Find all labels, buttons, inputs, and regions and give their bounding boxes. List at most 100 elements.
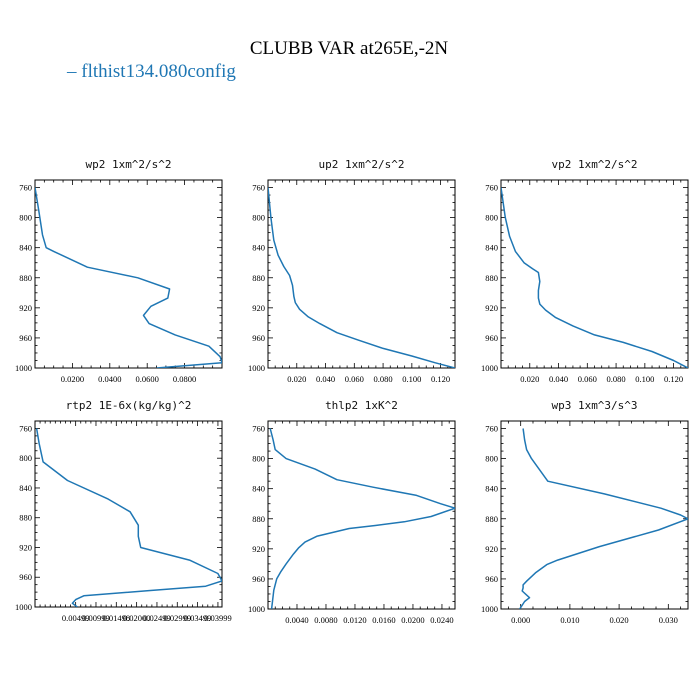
x-tick-label: 0.02999 <box>163 613 191 623</box>
x-tick-label: 0.040 <box>549 374 568 384</box>
y-tick-label: 880 <box>252 273 265 283</box>
y-tick-label: 800 <box>19 453 32 463</box>
y-tick-label: 840 <box>19 483 32 493</box>
y-tick-label: 960 <box>19 572 32 582</box>
x-tick-label: 0.100 <box>402 374 421 384</box>
y-tick-label: 800 <box>485 454 498 464</box>
panel-5: thlp2 1xK^2 760 800 840 880 920 960 1000 0.0040 0… <box>248 399 456 625</box>
panel-title: thlp2 1xK^2 <box>325 399 398 412</box>
series-line <box>35 187 222 368</box>
y-tick-label: 880 <box>252 514 265 524</box>
x-tick-label: 0.0160 <box>372 615 395 625</box>
y-tick-label: 920 <box>485 303 498 313</box>
panel-title: up2 1xm^2/s^2 <box>318 158 404 171</box>
series-line <box>501 187 688 368</box>
y-tick-label: 880 <box>485 514 498 524</box>
y-tick-label: 800 <box>485 213 498 223</box>
y-tick-label: 1000 <box>248 363 265 373</box>
y-tick-label: 920 <box>252 303 265 313</box>
x-tick-label: 0.0240 <box>430 615 453 625</box>
x-tick-label: 0.040 <box>316 374 335 384</box>
x-tick-label: 0.120 <box>664 374 683 384</box>
y-tick-label: 960 <box>485 574 498 584</box>
series-line <box>268 187 455 368</box>
x-tick-label: 0.0400 <box>98 374 121 384</box>
y-tick-label: 880 <box>19 273 32 283</box>
x-tick-label: 0.120 <box>431 374 450 384</box>
x-tick-label: 0.010 <box>560 615 579 625</box>
figure-title: CLUBB VAR at265E,-2N <box>250 38 449 59</box>
y-tick-label: 760 <box>19 183 32 193</box>
x-tick-label: 0.00999 <box>82 613 110 623</box>
y-tick-label: 840 <box>485 243 498 253</box>
legend-label: flthist134.080config <box>81 61 236 82</box>
y-tick-label: 1000 <box>481 363 498 373</box>
x-tick-label: 0.080 <box>607 374 626 384</box>
y-tick-label: 960 <box>485 333 498 343</box>
x-tick-label: 0.0800 <box>173 374 196 384</box>
y-tick-label: 920 <box>19 542 32 552</box>
panel-title: wp2 1xm^2/s^2 <box>85 158 171 171</box>
y-tick-label: 1000 <box>481 604 498 614</box>
x-tick-label: 0.080 <box>374 374 393 384</box>
panel-4: rtp2 1E-6x(kg/kg)^2 760 800 840 880 920 960 100… <box>15 399 232 623</box>
y-tick-label: 920 <box>252 544 265 554</box>
legend-entry: – flthist134.080config <box>66 61 236 82</box>
y-tick-label: 760 <box>252 424 265 434</box>
x-tick-label: 0.020 <box>520 374 539 384</box>
panel-2: up2 1xm^2/s^2 760 800 840 880 920 960 1000 0.020… <box>248 158 456 384</box>
y-tick-label: 800 <box>252 213 265 223</box>
x-tick-label: 0.0200 <box>61 374 84 384</box>
panel-title: wp3 1xm^3/s^3 <box>551 399 637 412</box>
series-line <box>269 428 455 609</box>
plot-frame <box>267 420 456 610</box>
x-tick-label: 0.020 <box>610 615 629 625</box>
x-tick-label: 0.0120 <box>343 615 366 625</box>
x-tick-label: 0.030 <box>659 615 678 625</box>
y-tick-label: 880 <box>19 513 32 523</box>
y-tick-label: 760 <box>485 183 498 193</box>
y-tick-label: 880 <box>485 273 498 283</box>
x-tick-label: 0.02499 <box>143 613 171 623</box>
legend-line-marker: – <box>66 61 81 82</box>
x-tick-label: 0.01498 <box>102 613 130 623</box>
y-tick-label: 800 <box>19 213 32 223</box>
y-tick-label: 960 <box>252 574 265 584</box>
x-tick-label: 0.000 <box>511 615 530 625</box>
panel-6: wp3 1xm^3/s^3 760 800 840 880 920 960 1000 0.000… <box>481 399 689 625</box>
y-tick-label: 1000 <box>15 602 32 612</box>
x-tick-label: 0.0200 <box>401 615 424 625</box>
x-tick-label: 0.060 <box>345 374 364 384</box>
x-tick-label: 0.100 <box>635 374 654 384</box>
y-tick-label: 920 <box>485 544 498 554</box>
x-tick-label: 0.020 <box>287 374 306 384</box>
plot-frame <box>34 420 223 608</box>
series-line <box>519 428 688 609</box>
x-tick-label: 0.0600 <box>136 374 159 384</box>
plot-frame <box>500 420 689 610</box>
y-tick-label: 920 <box>19 303 32 313</box>
plot-frame <box>267 179 456 369</box>
y-tick-label: 840 <box>252 484 265 494</box>
panel-title: vp2 1xm^2/s^2 <box>551 158 637 171</box>
y-tick-label: 840 <box>252 243 265 253</box>
y-tick-label: 840 <box>485 484 498 494</box>
y-tick-label: 1000 <box>15 363 32 373</box>
x-tick-label: 0.00499 <box>62 613 90 623</box>
plot-frame <box>500 179 689 369</box>
panels: wp2 1xm^2/s^2 760 800 840 880 920 960 1000 0.020… <box>15 158 689 625</box>
legend: – flthist134.080config <box>66 61 236 82</box>
series-line <box>35 428 222 607</box>
x-tick-label: 0.0080 <box>314 615 337 625</box>
y-tick-label: 1000 <box>248 604 265 614</box>
y-tick-label: 840 <box>19 243 32 253</box>
x-tick-label: 0.03999 <box>204 613 232 623</box>
x-tick-label: 0.02000 <box>123 613 151 623</box>
panel-3: vp2 1xm^2/s^2 760 800 840 880 920 960 1000 0.020… <box>481 158 689 384</box>
y-tick-label: 760 <box>485 424 498 434</box>
y-tick-label: 800 <box>252 454 265 464</box>
y-tick-label: 760 <box>19 423 32 433</box>
y-tick-label: 760 <box>252 183 265 193</box>
panel-title: rtp2 1E-6x(kg/kg)^2 <box>66 399 192 412</box>
x-tick-label: 0.03499 <box>184 613 212 623</box>
